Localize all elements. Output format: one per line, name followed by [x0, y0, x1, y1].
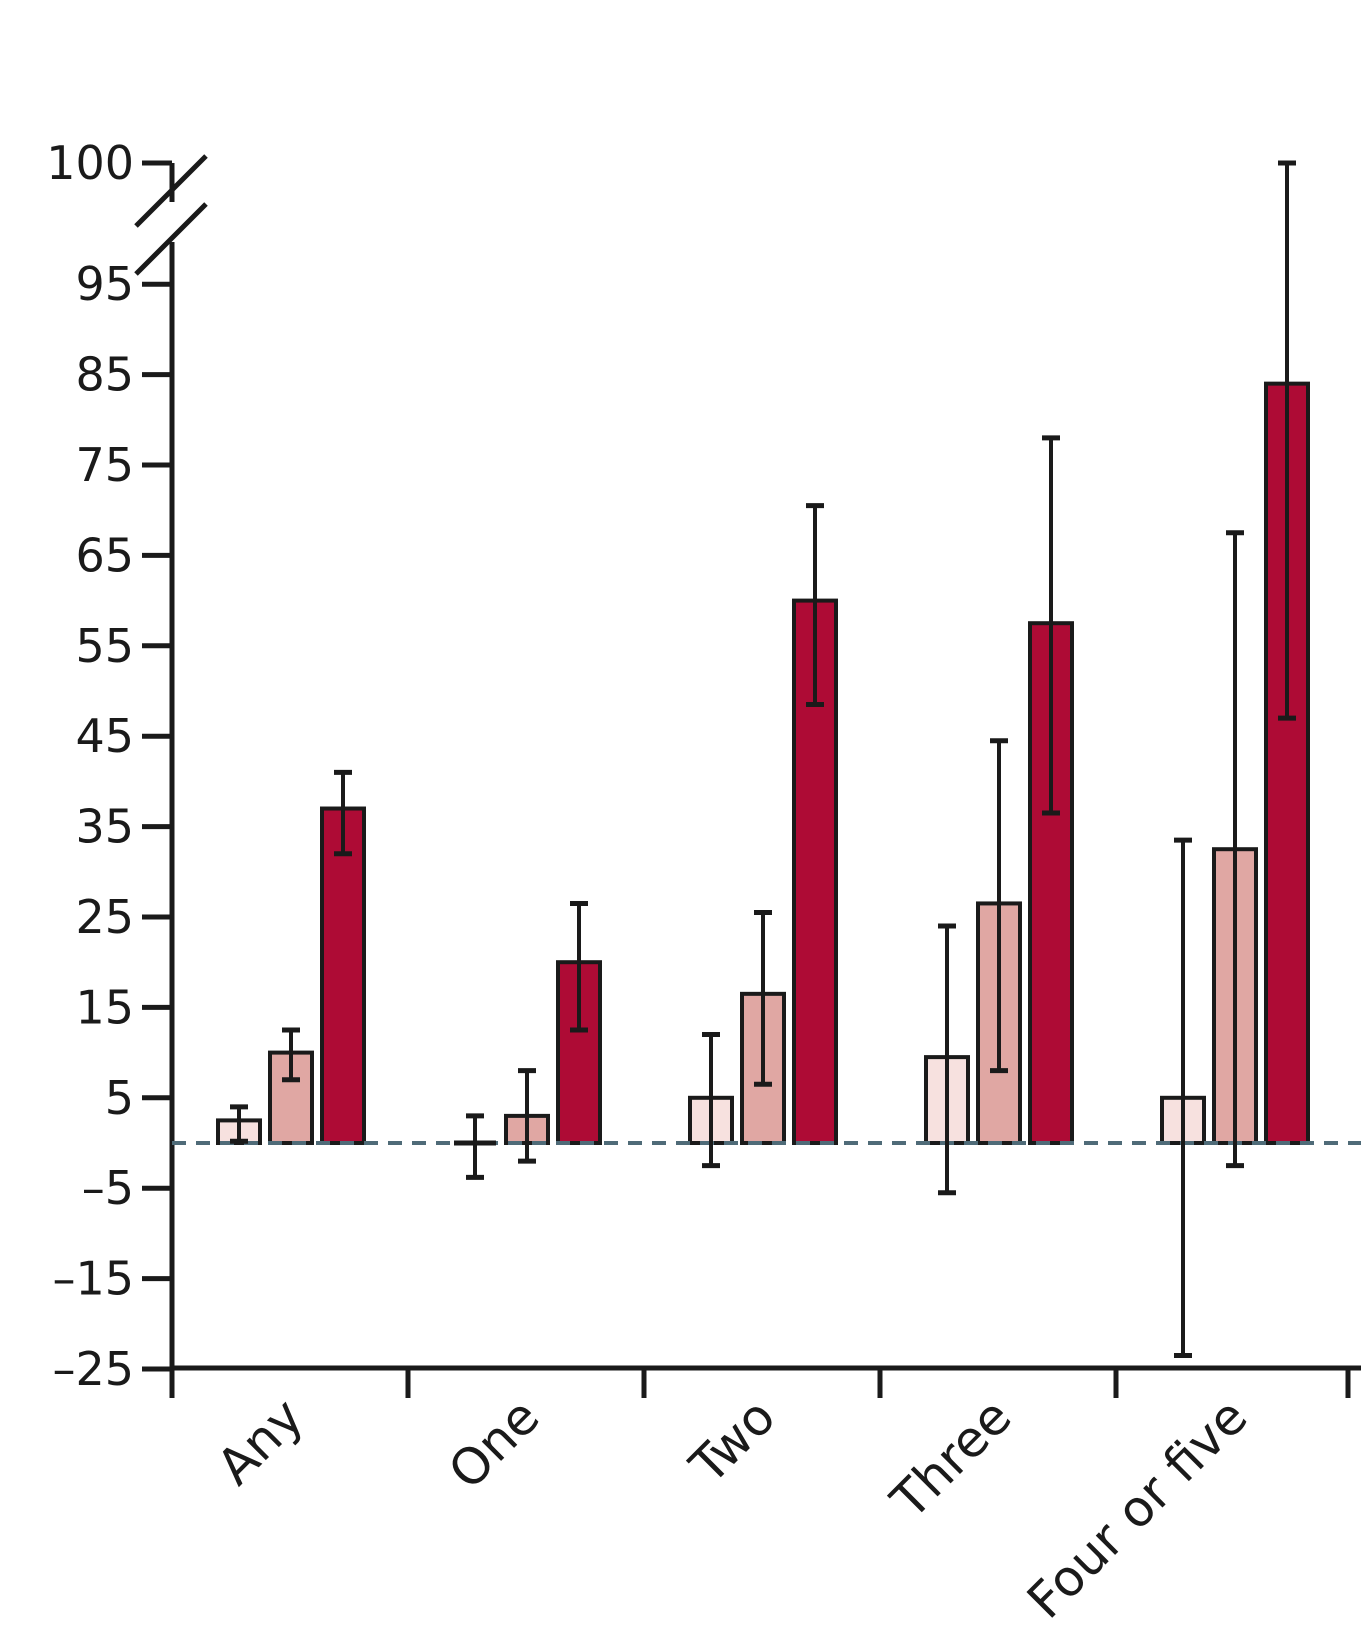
y-tick-label: 25 [75, 890, 134, 944]
y-axis-ticks: 100 95 85 75 65 55 45 35 25 15 5 –5 –15 –25 [46, 136, 172, 1396]
y-tick-label: –25 [52, 1342, 134, 1396]
y-tick-label: –15 [52, 1252, 134, 1306]
y-tick-label: 5 [105, 1071, 134, 1125]
y-tick-label: 75 [75, 438, 134, 492]
y-tick-label: 100 [46, 136, 134, 190]
x-tick-label: Four or five [1016, 1387, 1258, 1629]
axes [134, 154, 1361, 1398]
bar [792, 598, 838, 1145]
y-tick-label: 45 [75, 709, 134, 763]
y-tick-label: 85 [75, 348, 134, 402]
axis-break-mark [134, 202, 208, 276]
y-tick-label: 15 [75, 980, 134, 1034]
error-bars [230, 160, 1296, 1358]
bar [320, 806, 366, 1146]
x-tick-label: Any [206, 1387, 315, 1496]
y-tick-label: 65 [75, 528, 134, 582]
y-tick-label: 35 [75, 800, 134, 854]
y-tick-label: –5 [82, 1161, 134, 1215]
x-tick-label: Two [678, 1387, 786, 1495]
axis-break-mark [134, 154, 208, 228]
y-tick-label: 95 [75, 257, 134, 311]
y-tick-label: 55 [75, 619, 134, 673]
x-tick-label: One [437, 1387, 550, 1500]
x-tick-label: Three [879, 1387, 1022, 1530]
